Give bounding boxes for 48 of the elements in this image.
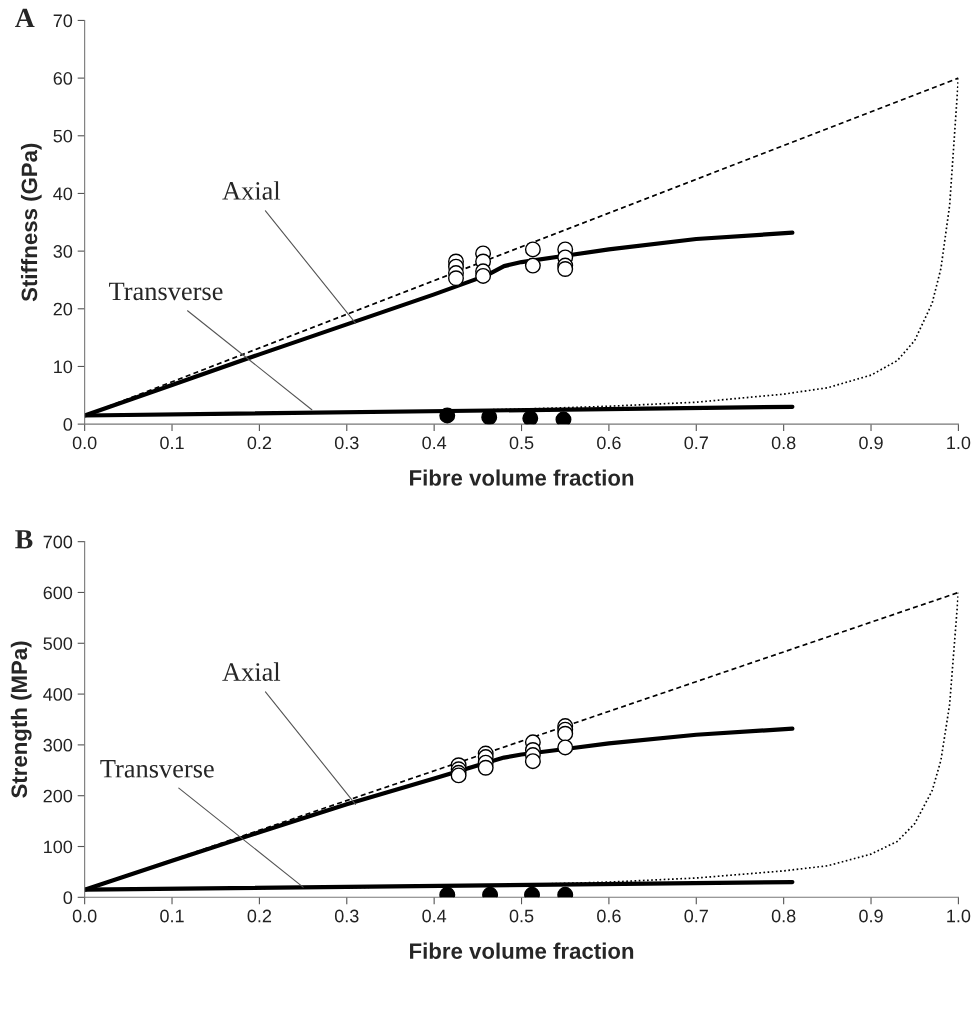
y-tick-label: 70 bbox=[53, 14, 73, 28]
y-tick-label: 600 bbox=[43, 586, 73, 600]
x-tick-label: 0.6 bbox=[597, 436, 621, 450]
x-tick-label: 0.2 bbox=[247, 909, 272, 923]
annotation: Transverse bbox=[100, 760, 214, 778]
x-tick-label: 1.0 bbox=[947, 909, 971, 923]
x-axis-title: Fibre volume fraction bbox=[410, 469, 634, 486]
x-tick-label: 0.1 bbox=[160, 436, 184, 450]
x-tick-label: 0.0 bbox=[72, 436, 97, 450]
text: B bbox=[15, 530, 33, 549]
annotation: Axial bbox=[222, 181, 281, 200]
y-tick-label: 300 bbox=[43, 738, 73, 752]
y-tick-label: 40 bbox=[53, 187, 73, 201]
x-tick-label: 0.4 bbox=[422, 436, 447, 450]
x-tick-label: 0.2 bbox=[247, 436, 272, 450]
x-tick-label: 0.8 bbox=[771, 436, 796, 450]
x-tick-label: 0.1 bbox=[160, 909, 184, 923]
y-axis-title: Stiffness (GPa) bbox=[20, 143, 42, 302]
y-tick-label: 400 bbox=[43, 688, 73, 701]
y-tick-label: 0 bbox=[63, 418, 73, 431]
y-tick-label: 10 bbox=[54, 360, 73, 374]
x-axis-title: Fibre volume fraction bbox=[410, 942, 634, 959]
y-tick-label: 60 bbox=[53, 72, 73, 85]
y-tick-label: 0 bbox=[63, 891, 73, 905]
y-tick-label: 500 bbox=[43, 637, 73, 650]
x-tick-label: 0.7 bbox=[684, 909, 708, 923]
y-tick-label: 100 bbox=[44, 840, 73, 854]
y-tick-label: 20 bbox=[53, 302, 73, 316]
y-axis-title: Strength (MPa) bbox=[10, 641, 32, 798]
text: A bbox=[15, 8, 35, 28]
y-tick-label: 700 bbox=[43, 535, 73, 549]
x-tick-label: 0.5 bbox=[509, 436, 534, 450]
x-tick-label: 0.9 bbox=[859, 909, 883, 923]
annotation: Axial bbox=[222, 662, 281, 681]
x-tick-label: 0.5 bbox=[509, 909, 534, 923]
x-tick-label: 0.4 bbox=[422, 909, 447, 923]
y-tick-label: 50 bbox=[53, 129, 73, 143]
y-tick-label: 30 bbox=[53, 245, 73, 258]
annotation: Transverse bbox=[109, 282, 223, 301]
x-tick-label: 0.3 bbox=[334, 909, 359, 923]
x-tick-label: 1.0 bbox=[947, 436, 971, 450]
x-tick-label: 0.9 bbox=[859, 436, 883, 450]
x-tick-label: 0.3 bbox=[334, 436, 359, 450]
x-tick-label: 0.7 bbox=[684, 436, 708, 450]
x-tick-label: 0.0 bbox=[72, 909, 97, 923]
x-tick-label: 0.8 bbox=[771, 909, 796, 923]
y-tick-label: 200 bbox=[43, 789, 73, 803]
x-tick-label: 0.6 bbox=[597, 909, 621, 923]
